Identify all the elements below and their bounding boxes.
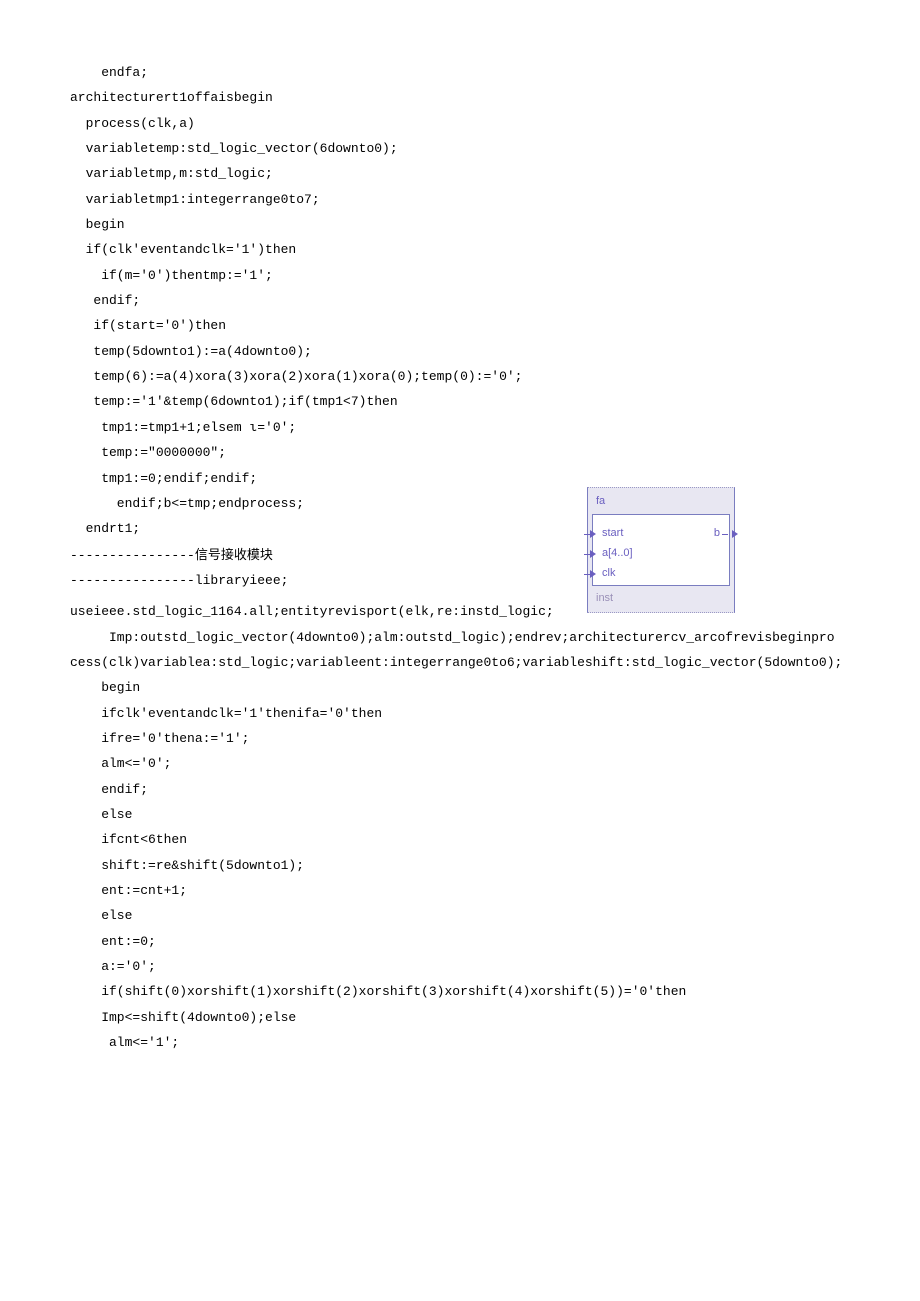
code-line: Imp<=shift(4downto0);else <box>70 1005 850 1030</box>
diagram-inst-label: inst <box>592 586 730 609</box>
code-line: temp(5downto1):=a(4downto0); <box>70 339 850 364</box>
code-line: if(clk'eventandclk='1')then <box>70 237 850 262</box>
code-line: shift:=re&shift(5downto1); <box>70 853 850 878</box>
code-line: architecturert1offaisbegin <box>70 85 850 110</box>
code-line: temp:='1'&temp(6downto1);if(tmp1<7)then <box>70 389 850 414</box>
code-line: ifclk'eventandclk='1'thenifa='0'then <box>70 701 850 726</box>
code-line: if(start='0')then <box>70 313 850 338</box>
code-line: tmp1:=tmp1+1;elsem ι='0'; <box>70 415 850 440</box>
pin-b: b <box>712 523 738 544</box>
code-line: ifcnt<6then <box>70 827 850 852</box>
code-line: temp:="0000000"; <box>70 440 850 465</box>
code-line: begin <box>70 675 850 700</box>
code-line: else <box>70 903 850 928</box>
code-line: ent:=cnt+1; <box>70 878 850 903</box>
block-diagram: fa start a[4..0] clk b i <box>587 487 735 613</box>
code-line: Imp:outstd_logic_vector(4downto0);alm:ou… <box>70 625 850 650</box>
pin-a: a[4..0] <box>584 543 635 564</box>
code-line: endfa; <box>70 60 850 85</box>
code-line: variabletmp1:integerrange0to7; <box>70 187 850 212</box>
code-line: ifre='0'thena:='1'; <box>70 726 850 751</box>
code-line: a:='0'; <box>70 954 850 979</box>
code-line: if(shift(0)xorshift(1)xorshift(2)xorshif… <box>70 979 850 1004</box>
code-line: variabletemp:std_logic_vector(6downto0); <box>70 136 850 161</box>
code-line: begin <box>70 212 850 237</box>
cn-comment: 信号接收模块 <box>195 547 273 562</box>
code-line: temp(6):=a(4)xora(3)xora(2)xora(1)xora(0… <box>70 364 850 389</box>
pin-start: start <box>584 523 625 544</box>
code-line: variabletmp,m:std_logic; <box>70 161 850 186</box>
diagram-title: fa <box>592 491 730 514</box>
code-line: alm<='0'; <box>70 751 850 776</box>
code-line: endif; <box>70 777 850 802</box>
code-line: ent:=0; <box>70 929 850 954</box>
code-line: endif; <box>70 288 850 313</box>
pin-clk: clk <box>584 563 617 584</box>
code-line: cess(clk)variablea:std_logic;variableent… <box>70 650 850 675</box>
diagram-box: start a[4..0] clk b <box>592 514 730 586</box>
code-line: if(m='0')thentmp:='1'; <box>70 263 850 288</box>
code-line: process(clk,a) <box>70 111 850 136</box>
code-line: else <box>70 802 850 827</box>
code-line: alm<='1'; <box>70 1030 850 1055</box>
